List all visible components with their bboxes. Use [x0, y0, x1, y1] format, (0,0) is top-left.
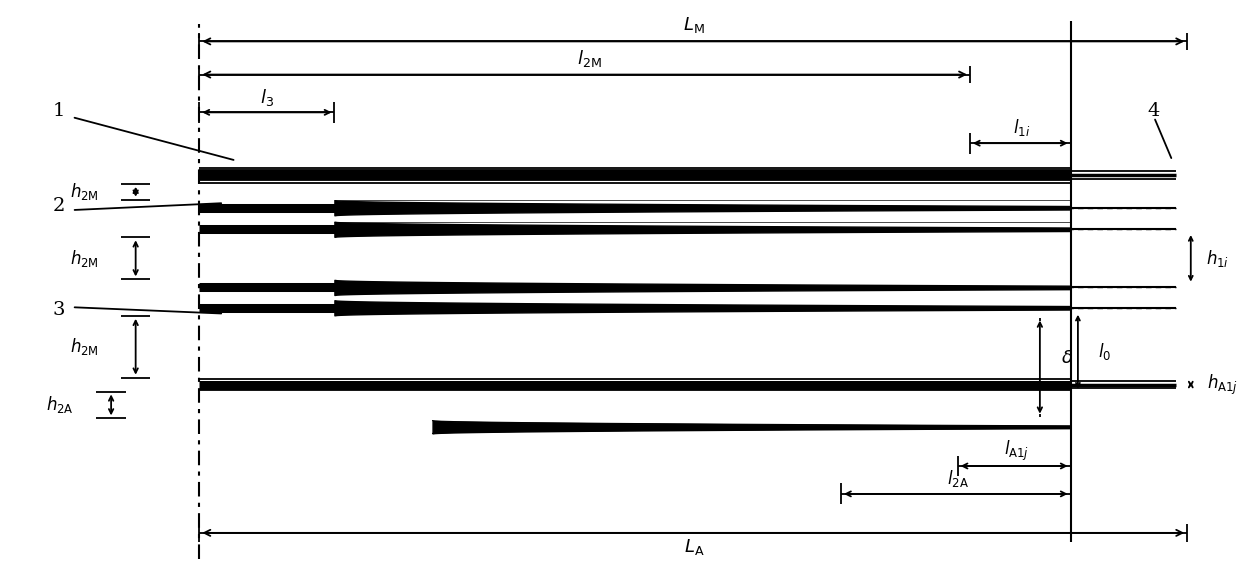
Text: $l_{1i}$: $l_{1i}$ [1013, 117, 1030, 138]
Text: $l_{2\mathrm{A}}$: $l_{2\mathrm{A}}$ [946, 468, 968, 489]
Text: $h_{\mathrm{A}1j}$: $h_{\mathrm{A}1j}$ [1207, 373, 1239, 396]
Text: $l_{2\mathrm{M}}$: $l_{2\mathrm{M}}$ [578, 48, 601, 69]
Text: $L_\mathrm{A}$: $L_\mathrm{A}$ [683, 538, 704, 557]
Text: 4: 4 [1148, 102, 1161, 120]
Text: $h_{2\mathrm{A}}$: $h_{2\mathrm{A}}$ [46, 395, 73, 416]
Text: 3: 3 [52, 301, 64, 319]
Text: 2: 2 [52, 197, 64, 215]
Text: 1: 1 [52, 102, 64, 120]
Text: $l_3$: $l_3$ [260, 87, 274, 108]
Text: $l_{\mathrm{A}1j}$: $l_{\mathrm{A}1j}$ [1004, 439, 1029, 463]
Text: $\delta$: $\delta$ [1060, 349, 1073, 367]
Text: $h_{2\mathrm{M}}$: $h_{2\mathrm{M}}$ [69, 248, 98, 269]
Text: $h_{2\mathrm{M}}$: $h_{2\mathrm{M}}$ [69, 181, 98, 202]
Text: $h_{1i}$: $h_{1i}$ [1207, 248, 1229, 269]
Text: $L_\mathrm{M}$: $L_\mathrm{M}$ [683, 15, 704, 35]
Text: $l_0$: $l_0$ [1099, 341, 1111, 362]
Text: $h_{2\mathrm{M}}$: $h_{2\mathrm{M}}$ [69, 336, 98, 357]
